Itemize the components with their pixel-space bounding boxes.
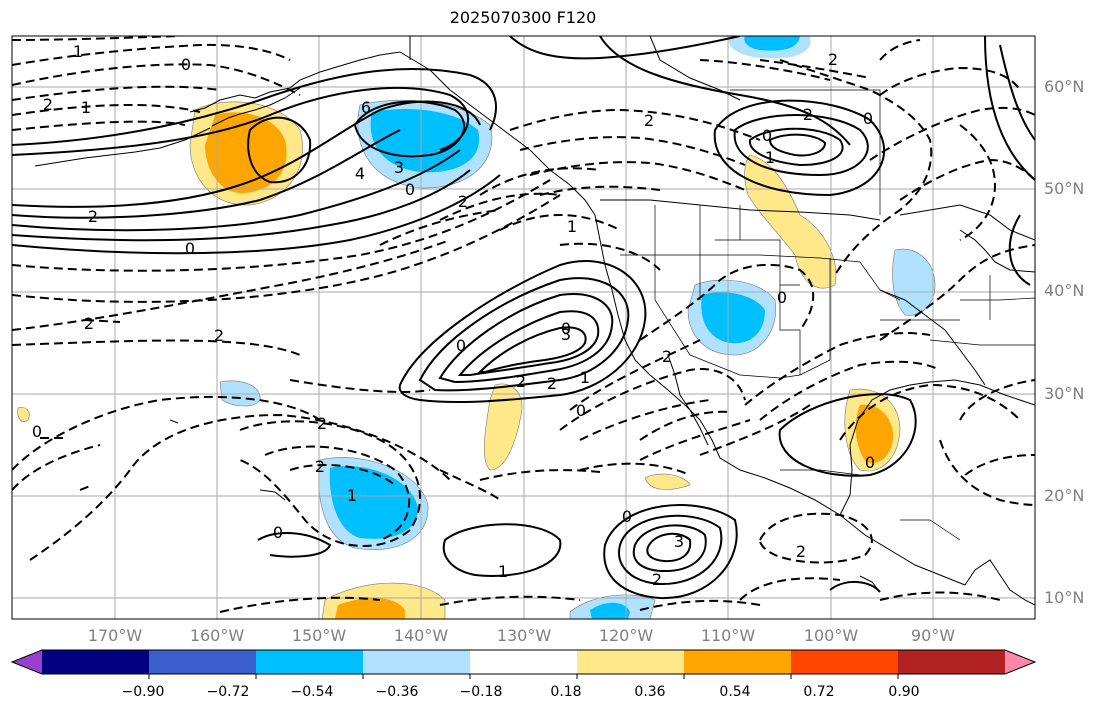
contour-label: 3 [394, 158, 404, 177]
colorbar-tick-label: −0.54 [290, 684, 334, 700]
contour-label: 1 [765, 148, 775, 167]
contour-label: 0 [561, 319, 571, 338]
contour-label: 2 [317, 414, 327, 433]
lon-label: 120°W [598, 626, 654, 645]
lat-label: 60°N [1044, 77, 1085, 96]
lon-label: 170°W [87, 626, 143, 645]
colorbar-bin [684, 650, 792, 674]
contour-label: 1 [580, 368, 590, 387]
colorbar-extend-high [1005, 650, 1035, 674]
shade-negative-strong [701, 292, 765, 344]
lon-label: 160°W [189, 626, 245, 645]
contour-label: 1 [347, 486, 357, 505]
contour-label: 0 [181, 55, 191, 74]
shade-positive-strong [855, 404, 894, 464]
contour-label: 2 [803, 105, 813, 124]
lat-label: 40°N [1044, 281, 1085, 300]
contour-label: 4 [355, 164, 365, 183]
lon-label: 130°W [496, 626, 552, 645]
contour-label: 2 [458, 192, 468, 211]
colorbar-bin [791, 650, 899, 674]
contour-label: 2 [652, 570, 662, 589]
contour-label: 2 [43, 95, 53, 114]
colorbar-tick-label: 0.90 [888, 684, 920, 700]
contour-label-group: 1 0 2 1 6 3 4 0 2 2 0 2 1 2 2 0 0 3 2 2 … [32, 42, 875, 589]
contour-label: 0 [777, 288, 787, 307]
contour-lines-dashed [12, 36, 1035, 613]
contour-lines-solid [12, 36, 1035, 600]
colorbar-tick-label: 0.18 [550, 684, 582, 700]
lat-label: 50°N [1044, 179, 1085, 198]
contour-label: 2 [315, 457, 325, 476]
contour-label: 1 [73, 42, 83, 61]
contour-label: 0 [622, 507, 632, 526]
contour-label: 2 [547, 374, 557, 393]
lat-label: 10°N [1044, 588, 1085, 607]
contour-label: 2 [828, 50, 838, 69]
colorbar-bin [42, 650, 150, 674]
contour-label: 2 [644, 111, 654, 130]
contour-label: 0 [865, 453, 875, 472]
lat-label: 30°N [1044, 384, 1085, 403]
colorbar [10, 649, 1037, 679]
colorbar-bin [363, 650, 471, 674]
contour-label: 2 [516, 372, 526, 391]
shade-positive-strong [335, 598, 405, 619]
map-title: 2025070300 F120 [449, 8, 597, 27]
colorbar-tick-label: −0.18 [459, 684, 503, 700]
lon-label: 140°W [393, 626, 449, 645]
contour-label: 3 [561, 325, 571, 344]
graticule [12, 36, 1035, 619]
contour-label: 2 [88, 207, 98, 226]
shade-negative-strong [744, 36, 800, 51]
colorbar-tick-label: −0.90 [121, 684, 165, 700]
contour-label: 1 [81, 98, 91, 117]
contour-label: 0 [762, 126, 772, 145]
contour-label: 1 [498, 562, 508, 581]
colorbar-bin [256, 650, 364, 674]
shade-positive-strong [205, 112, 287, 194]
contour-label: 0 [32, 422, 42, 441]
map-frame [11, 35, 1036, 620]
lon-label: 110°W [700, 626, 756, 645]
shade-negative-strong [329, 466, 418, 539]
contour-label: 2 [796, 542, 806, 561]
shade-positive [744, 154, 837, 289]
contour-label: 0 [405, 180, 415, 199]
contour-label: 0 [576, 401, 586, 420]
colorbar-tick-label: 0.72 [803, 684, 835, 700]
contour-label: 3 [674, 532, 684, 551]
lon-label: 100°W [803, 626, 859, 645]
colorbar-bin [898, 650, 1006, 674]
contour-label: 0 [185, 239, 195, 258]
political-borders [620, 89, 1035, 541]
colorbar-tick-label: −0.72 [206, 684, 250, 700]
contour-label: 2 [84, 314, 94, 333]
contour-label: 0 [863, 109, 873, 128]
colorbar-tick-label: 0.54 [719, 684, 751, 700]
colorbar-bin [470, 650, 578, 674]
contour-label: 0 [456, 336, 466, 355]
shading-layer [17, 36, 936, 619]
shade-negative-strong [590, 602, 630, 619]
colorbar-outline [10, 649, 1037, 675]
contour-label: 2 [214, 326, 224, 345]
colorbar-extend-low [12, 650, 42, 674]
contour-label: 2 [662, 347, 672, 366]
contour-label: 0 [273, 523, 283, 542]
shade-positive [483, 383, 523, 471]
lon-label: 150°W [291, 626, 347, 645]
shade-positive [17, 407, 30, 422]
colorbar-tick-label: 0.36 [634, 684, 666, 700]
lat-label: 20°N [1044, 486, 1085, 505]
colorbar-bin [149, 650, 257, 674]
colorbar-tick-label: −0.36 [375, 684, 419, 700]
shade-positive [644, 473, 691, 490]
colorbar-bin [577, 650, 685, 674]
coastlines [34, 36, 1035, 606]
lon-label: 90°W [910, 626, 956, 645]
contour-label: 6 [361, 98, 371, 117]
contour-label: 1 [567, 217, 577, 236]
